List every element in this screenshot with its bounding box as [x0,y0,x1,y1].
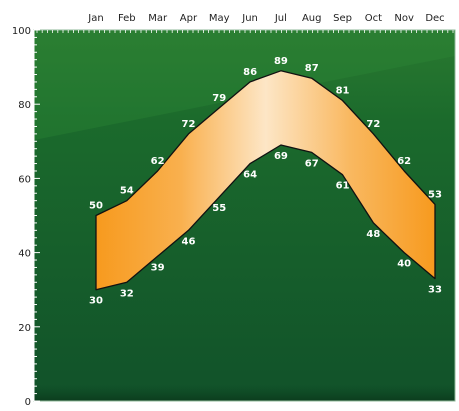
high-value-label: 50 [89,201,103,212]
high-series-labels: 50 54 62 72 79 86 89 87 81 72 62 53 [89,56,442,212]
low-series-labels: 30 32 39 46 55 64 69 67 61 48 40 33 [89,151,442,307]
low-value-label: 64 [243,170,257,181]
low-value-label: 33 [428,285,442,296]
high-value-label: 86 [243,67,257,78]
x-tick-label: Jul [274,13,287,24]
x-tick-label: Dec [425,13,444,24]
y-tick-label: 80 [18,100,31,111]
x-tick-label: Apr [180,13,198,24]
high-value-label: 79 [212,93,226,104]
plot-bottom-shade [34,385,455,401]
x-axis-labels: Jan Feb Mar Apr May Jun Jul Aug Sep Oct Nov Dec [87,13,444,24]
x-tick-label: Aug [302,13,322,24]
y-tick-label: 60 [18,174,31,185]
high-value-label: 89 [274,56,288,67]
low-value-label: 40 [397,259,411,270]
high-value-label: 62 [151,156,165,167]
temperature-band [95,70,436,291]
high-value-label: 72 [181,119,195,130]
x-axis-ticks [36,30,454,33]
x-tick-label: Jan [87,13,103,24]
low-value-label: 39 [151,262,165,273]
y-tick-label: 20 [18,323,31,334]
high-value-label: 53 [428,189,442,200]
x-tick-label: Feb [118,13,136,24]
plot-sheen [34,30,455,140]
low-value-label: 32 [120,288,134,299]
low-value-label: 55 [212,203,226,214]
high-value-label: 62 [397,156,411,167]
y-axis-labels: 0 20 40 60 80 100 [12,26,31,408]
y-tick-label: 100 [12,26,31,37]
high-value-label: 72 [366,119,380,130]
y-axis-ticks [34,29,40,402]
high-value-label: 87 [305,63,319,74]
y-tick-label: 0 [25,397,31,407]
x-tick-label: Mar [148,13,168,24]
y-tick-label: 40 [18,249,31,260]
x-tick-label: Nov [394,13,414,24]
low-value-label: 48 [366,229,380,240]
x-tick-label: Jun [241,13,258,24]
x-tick-label: Oct [365,13,382,24]
low-value-label: 46 [181,236,195,247]
low-value-label: 61 [336,181,350,192]
low-value-label: 30 [89,296,103,307]
low-value-label: 69 [274,151,288,162]
high-value-label: 54 [120,186,134,197]
high-value-label: 81 [336,85,350,96]
low-value-label: 67 [305,158,319,169]
x-tick-label: May [209,13,230,24]
x-tick-label: Sep [333,13,352,24]
